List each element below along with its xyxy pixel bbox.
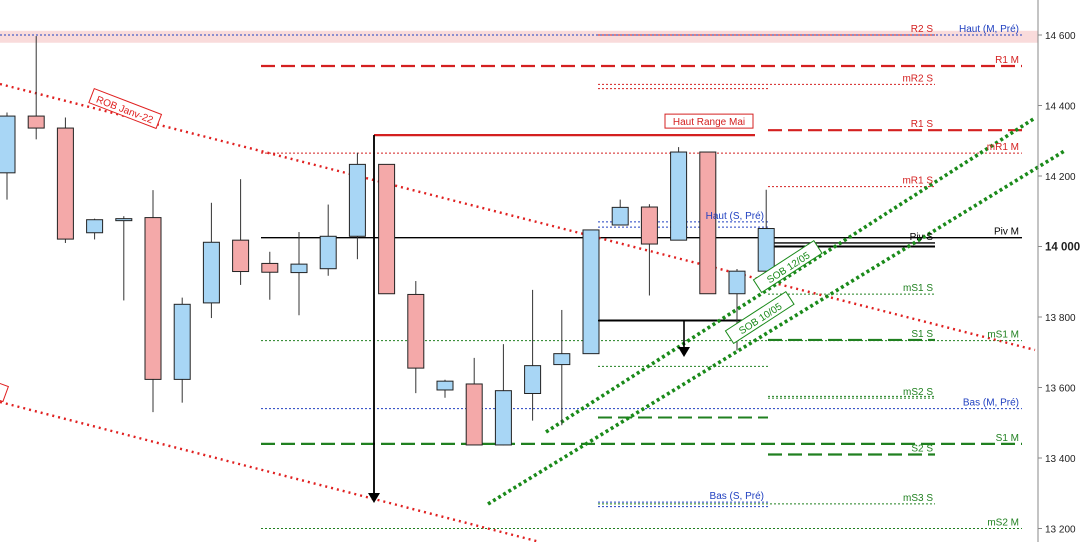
level-label: S1 M xyxy=(996,433,1019,444)
level-label: mR1 M xyxy=(987,142,1019,153)
candle-body xyxy=(757,228,775,272)
trendline xyxy=(487,148,1067,506)
trendline-lower xyxy=(0,400,541,542)
candle-body xyxy=(348,163,366,237)
arrow-head xyxy=(368,493,380,503)
level-label: R1 S xyxy=(911,119,934,130)
candle-body xyxy=(699,151,717,295)
y-tick-label: 14 600 xyxy=(1045,31,1076,42)
level-label: Piv S xyxy=(910,232,934,243)
y-tick-label: 13 600 xyxy=(1045,384,1076,395)
trendline-label-box xyxy=(752,239,823,294)
candle-body xyxy=(290,263,308,274)
candle-body xyxy=(144,217,162,380)
candle-body xyxy=(27,115,45,129)
candle-body xyxy=(465,383,483,446)
level-labels: R2 S Haut (M, Pré) R1 M mR2 S Haut Range Mai… xyxy=(88,24,1019,529)
candle-body xyxy=(319,235,337,270)
level-label: mR1 S xyxy=(902,176,933,187)
candle-body xyxy=(553,353,571,366)
level-label: Haut (S, Pré) xyxy=(706,211,764,222)
candle-body xyxy=(56,127,74,240)
trendline xyxy=(0,82,1036,352)
y-tick-label: 14 000 xyxy=(1045,242,1080,254)
level-label: mS1 S xyxy=(903,283,933,294)
level-label: mS3 S xyxy=(903,493,933,504)
arrows xyxy=(368,135,690,503)
level-label: Bas (S, Pré) xyxy=(710,491,764,502)
y-tick-label: 14 200 xyxy=(1045,172,1076,183)
candles xyxy=(0,36,775,446)
candle-body xyxy=(436,380,454,391)
level-label: mS2 M xyxy=(987,518,1019,529)
candle-body xyxy=(582,229,600,355)
arrow-head xyxy=(678,347,690,357)
trendline-lower-box xyxy=(0,381,10,403)
level-label-box xyxy=(664,113,754,129)
trendline xyxy=(545,116,1036,434)
candle-body xyxy=(0,115,16,174)
level-label: Bas (M, Pré) xyxy=(963,398,1019,409)
trendlines xyxy=(0,82,1067,542)
level-label: R2 S xyxy=(911,24,934,35)
candle-body xyxy=(524,365,542,394)
level-label: Piv M xyxy=(994,227,1019,238)
candle-body xyxy=(261,262,279,273)
level-label: mS1 M xyxy=(987,330,1019,341)
y-tick-label: 14 400 xyxy=(1045,102,1076,113)
candle-body xyxy=(173,303,191,380)
candle-body xyxy=(728,270,746,295)
candle-body xyxy=(115,218,133,222)
y-tick-label: 13 800 xyxy=(1045,313,1076,324)
y-tick-label: 13 400 xyxy=(1045,454,1076,465)
candle-body xyxy=(86,219,104,234)
level-label: mR2 S xyxy=(902,73,933,84)
level-label: S2 S xyxy=(911,443,933,454)
candle-body xyxy=(232,239,250,273)
candle-body xyxy=(670,151,688,241)
level-label: mS2 S xyxy=(903,387,933,398)
trendline-label-box xyxy=(724,290,795,345)
level-label: S1 S xyxy=(911,329,933,340)
candle-body xyxy=(407,293,425,369)
level-label: Haut Range Mai xyxy=(673,117,745,128)
candle-body xyxy=(640,206,658,245)
candle-body xyxy=(378,163,396,295)
resistance-zone xyxy=(0,30,1038,43)
level-label: R1 M xyxy=(995,55,1019,66)
level-label: Haut (M, Pré) xyxy=(959,24,1019,35)
candle-body xyxy=(494,390,512,446)
candle-body xyxy=(202,241,220,304)
resistance-band xyxy=(0,30,1038,43)
y-axis: 14 600 14 400 14 200 14 000 13 800 13 600 13 4… xyxy=(1037,0,1080,542)
candle-body xyxy=(611,206,629,226)
trendline-label-box xyxy=(88,87,163,130)
y-tick-label: 13 200 xyxy=(1045,525,1076,536)
